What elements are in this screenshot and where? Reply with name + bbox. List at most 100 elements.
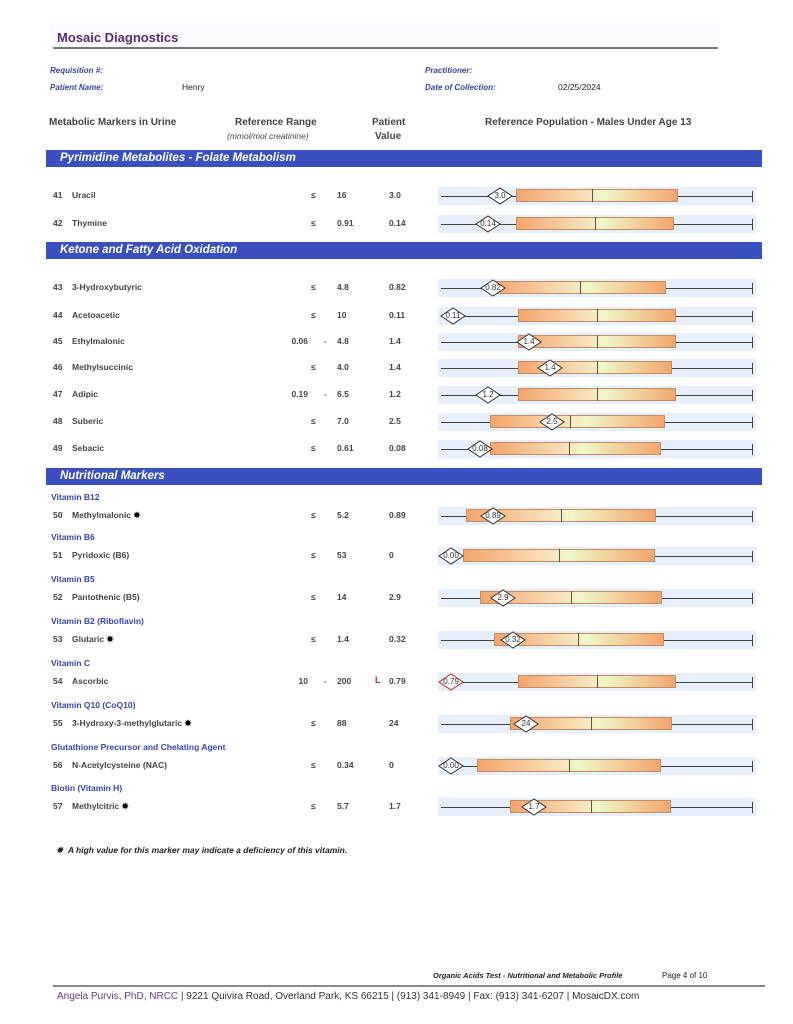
star-icon: ✸ [184, 718, 192, 728]
median-line [592, 189, 593, 202]
range-operator: ≤ [311, 416, 316, 426]
upper-tick [752, 593, 753, 604]
reference-bar: 0.79 [438, 673, 756, 691]
marker-name: Ethylmalonic [72, 336, 125, 346]
upper-tick [752, 191, 753, 202]
patient-marker-label: 3.0 [494, 191, 506, 200]
footer-divider [53, 985, 765, 987]
patient-marker-diamond: 0.00 [438, 547, 464, 565]
marker-number: 41 [53, 190, 63, 200]
footer-address: | 9221 Quivira Road, Overland Park, KS 6… [178, 991, 640, 1002]
marker-name-text: Methylcitric [72, 801, 120, 811]
marker-name-text: Acetoacetic [72, 310, 120, 320]
reference-bar: 0.08 [438, 440, 756, 458]
marker-number: 56 [53, 760, 63, 770]
reference-bar: 1.7 [438, 798, 756, 816]
low-flag: L [375, 675, 381, 685]
col-range-unit: (mmol/mol creatinine) [227, 131, 309, 141]
patient-value: 1.4 [389, 336, 401, 346]
marker-number: 54 [53, 676, 63, 686]
diamond-icon [500, 631, 526, 649]
patient-marker-label: 2.9 [497, 593, 509, 602]
patient-marker-diamond: 2.5 [539, 413, 565, 431]
group-heading: Vitamin B12 [51, 492, 100, 502]
patient-marker-label: 0.82 [485, 283, 501, 292]
footer-contact: Angela Purvis, PhD, NRCC | 9221 Quivira … [57, 991, 639, 1002]
reference-box [494, 633, 664, 646]
patient-marker-diamond: 1.7 [521, 798, 547, 816]
marker-number: 52 [53, 592, 63, 602]
reference-bar: 3.0 [438, 187, 756, 205]
marker-name: Adipic [72, 389, 98, 399]
marker-name: Thymine [72, 218, 107, 228]
section-nutritional: Nutritional Markers [46, 468, 762, 485]
range-low: 0.06 [291, 336, 308, 346]
header-divider [53, 47, 718, 49]
median-line [597, 388, 598, 401]
range-low: 0.19 [291, 389, 308, 399]
marker-name-text: Ethylmalonic [72, 336, 125, 346]
patient-marker-diamond: 0.00 [438, 757, 464, 775]
median-line [580, 281, 581, 294]
diamond-icon [487, 187, 513, 205]
range-operator: ≤ [311, 592, 316, 602]
range-high: 53 [337, 550, 347, 560]
upper-tick [752, 802, 753, 813]
marker-name: 3-Hydroxy-3-methylglutaric ✸ [72, 718, 192, 729]
marker-name: Methylsuccinic [72, 362, 133, 372]
upper-tick [752, 390, 753, 401]
range-high: 14 [337, 592, 347, 602]
group-heading: Vitamin B5 [51, 574, 95, 584]
range-operator: ≤ [311, 282, 316, 292]
median-line [597, 675, 598, 688]
patient-value: 0.32 [389, 634, 406, 644]
patient-value: 1.4 [389, 362, 401, 372]
marker-name-text: 3-Hydroxy-3-methylglutaric [72, 718, 183, 728]
reference-bar: 0.14 [438, 215, 756, 233]
patient-marker-diamond: 3.0 [487, 187, 513, 205]
patient-marker-label: 1.7 [528, 802, 540, 811]
marker-name-text: N-Acetylcysteine (NAC) [72, 760, 167, 770]
diamond-icon [475, 215, 501, 233]
patient-value: 0.11 [389, 310, 406, 320]
reference-bar: 0.89 [438, 507, 756, 525]
footnote-text: A high value for this marker may indicat… [67, 845, 348, 855]
range-operator: ≤ [311, 510, 316, 520]
marker-number: 48 [53, 416, 63, 426]
range-high: 0.91 [337, 218, 354, 228]
range-high: 200 [337, 676, 352, 686]
median-line [595, 217, 596, 230]
median-line [597, 335, 598, 348]
diamond-icon [438, 757, 464, 775]
range-operator: ≤ [311, 218, 316, 228]
marker-name-text: Pantothenic (B5) [72, 592, 140, 602]
marker-number: 46 [53, 362, 63, 372]
range-high: 4.8 [337, 336, 349, 346]
marker-name: N-Acetylcysteine (NAC) [72, 760, 167, 770]
upper-tick [752, 363, 753, 374]
marker-name-text: Pyridoxic (B6) [72, 550, 130, 560]
patient-value: 1.2 [389, 389, 401, 399]
median-line [591, 717, 592, 730]
range-high: 5.2 [337, 510, 349, 520]
section-pyrimidine: Pyrimidine Metabolites - Folate Metaboli… [46, 150, 762, 167]
range-operator: ≤ [311, 718, 316, 728]
marker-name-text: Glutaric [72, 634, 105, 644]
marker-name: Suberic [72, 416, 103, 426]
group-heading: Vitamin C [51, 658, 91, 668]
footnote: ✸ A high value for this marker may indic… [56, 845, 347, 856]
range-operator: ≤ [311, 760, 316, 770]
patient-name: Henry [182, 82, 205, 92]
range-operator: ≤ [311, 310, 316, 320]
reference-box [516, 189, 678, 202]
patient-marker-diamond: 0.14 [475, 215, 501, 233]
reference-bar: 0.82 [438, 279, 756, 297]
range-high: 7.0 [337, 416, 349, 426]
reference-bar: 24 [438, 715, 756, 733]
marker-number: 49 [53, 443, 63, 453]
group-heading: Vitamin B2 (Riboflavin) [51, 616, 144, 626]
reference-bar: 2.9 [438, 589, 756, 607]
range-high: 1.4 [337, 634, 349, 644]
patient-value: 1.7 [389, 801, 401, 811]
